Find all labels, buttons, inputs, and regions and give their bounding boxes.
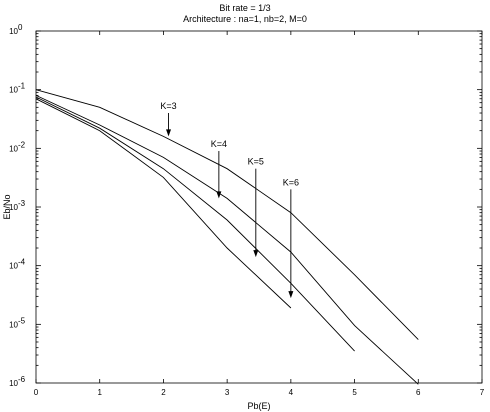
- annotation-arrowhead-1: [216, 191, 222, 199]
- annotation-label-1: K=4: [211, 139, 227, 149]
- y-tick-exponent-4: -4: [18, 258, 26, 267]
- x-tick-label-6: 6: [416, 388, 421, 397]
- x-tick-label-7: 7: [480, 388, 485, 397]
- x-tick-label-0: 0: [34, 388, 39, 397]
- x-tick-label-2: 2: [161, 388, 166, 397]
- y-tick-label-5: 10: [9, 320, 18, 329]
- chart-title: Bit rate = 1/3: [219, 3, 270, 13]
- annotation-layer: K=3 K=4 K=5 K=6: [160, 101, 299, 299]
- y-tick-label-3: 10: [9, 203, 18, 212]
- plot-frame: [35, 30, 483, 384]
- y-tick-exponent-2: -2: [18, 140, 26, 149]
- y-tick-exponent-5: -5: [18, 316, 26, 325]
- x-tick-label-3: 3: [225, 388, 230, 397]
- x-tick-label-5: 5: [352, 388, 357, 397]
- series-line-3: [35, 98, 292, 309]
- y-tick-label-4: 10: [9, 262, 18, 271]
- series-line-2: [35, 96, 355, 352]
- annotation-arrowhead-0: [166, 129, 172, 137]
- annotation-label-0: K=3: [160, 101, 176, 111]
- chart-subtitle: Architecture : na=1, nb=2, M=0: [183, 14, 307, 24]
- annotation-label-3: K=6: [283, 177, 299, 187]
- y-axis-label: Eb/No: [2, 194, 12, 219]
- y-tick-exponent-1: -1: [18, 82, 26, 91]
- x-axis-ticks: 0 1 2 3 4 5 6 7: [34, 31, 485, 397]
- annotation-arrowhead-3: [288, 291, 294, 299]
- y-tick-label-2: 10: [9, 144, 18, 153]
- x-tick-label-1: 1: [97, 388, 102, 397]
- y-tick-label-6: 10: [9, 379, 18, 388]
- x-tick-label-4: 4: [289, 388, 294, 397]
- y-tick-exponent-0: 0: [18, 23, 23, 32]
- y-tick-exponent-3: -3: [18, 199, 26, 208]
- y-tick-exponent-6: -6: [18, 375, 26, 384]
- y-tick-label-0: 10: [9, 27, 18, 36]
- series-line-1: [35, 94, 419, 385]
- series-line-0: [35, 89, 419, 340]
- y-tick-label-1: 10: [9, 86, 18, 95]
- x-axis-label: Pb(E): [247, 401, 270, 411]
- annotation-arrowhead-2: [253, 250, 259, 258]
- annotation-label-2: K=5: [248, 157, 264, 167]
- series-layer: [35, 89, 419, 385]
